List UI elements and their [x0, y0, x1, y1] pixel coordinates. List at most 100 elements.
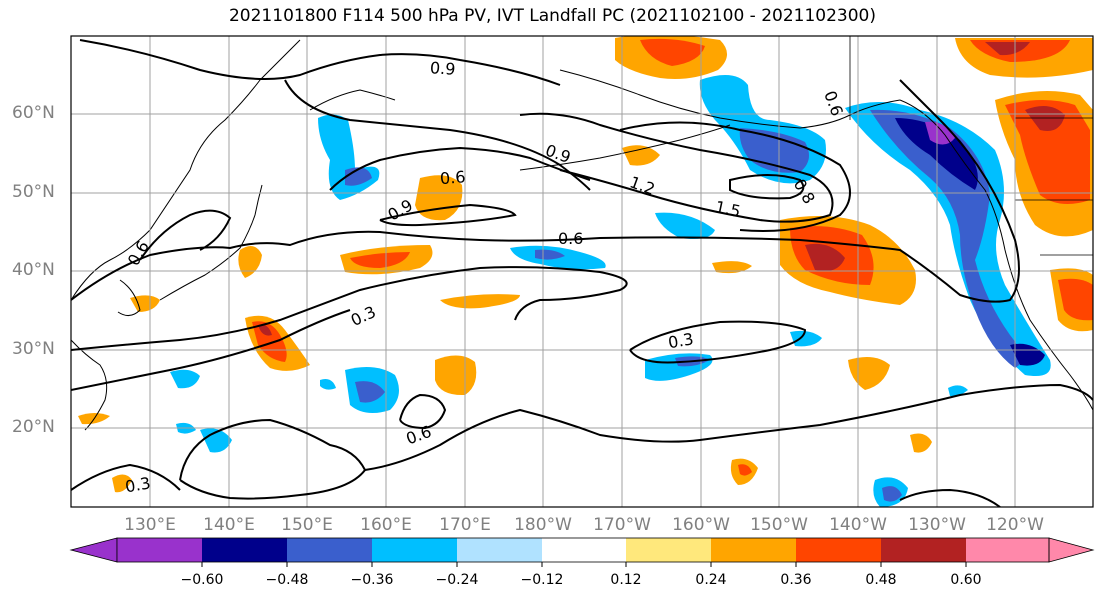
- contour-line: [71, 79, 1020, 303]
- lon-label: 150°E: [281, 515, 333, 535]
- colorbar-tick-label: −0.48: [265, 572, 309, 588]
- map-area: [71, 36, 1093, 507]
- colorbar-segment: [202, 538, 287, 562]
- shade-neg: [320, 379, 336, 390]
- colorbar-low-extend: [69, 537, 118, 563]
- shade-neg: [845, 101, 1051, 376]
- colorbar-segment: [881, 538, 966, 562]
- shade-pos: [415, 175, 463, 221]
- coastline-namerica: [899, 99, 1093, 411]
- shade-pos: [238, 246, 262, 278]
- shade-pos: [1058, 278, 1093, 321]
- contour-line: [629, 320, 807, 364]
- lat-label: 40°N: [12, 260, 55, 280]
- contour-line: [364, 383, 1093, 471]
- coastline-korea: [117, 279, 141, 316]
- lon-label: 130°E: [124, 515, 176, 535]
- lat-label: 60°N: [12, 103, 55, 123]
- coastline-china: [71, 339, 108, 431]
- shade-pos: [258, 324, 272, 336]
- lat-label: 50°N: [12, 182, 55, 202]
- colorbar-segment: [711, 538, 796, 562]
- contour-label: 0.3: [667, 329, 695, 352]
- colorbar-tick-label: −0.60: [180, 572, 224, 588]
- contour-line: [729, 174, 805, 200]
- shade-neg: [882, 486, 902, 502]
- colorbar-segment: [287, 538, 372, 562]
- contour-line: [519, 112, 834, 223]
- contour-label: 0.6: [558, 229, 583, 248]
- shade-pos: [805, 243, 845, 272]
- map-title: 2021101800 F114 500 hPa PV, IVT Landfall…: [228, 6, 876, 26]
- shade-neg: [790, 330, 822, 347]
- shade-pos: [112, 474, 132, 493]
- colorbar-tick-label: −0.36: [350, 572, 394, 588]
- shade-pos: [435, 355, 477, 396]
- colorbar-tick-label: −0.24: [435, 572, 479, 588]
- contour-line: [899, 488, 1001, 507]
- shade-pos: [640, 38, 705, 66]
- coastline-asia: [71, 39, 301, 301]
- gridlines: [71, 36, 1093, 507]
- colorbar-segment: [372, 538, 457, 562]
- shade-pos: [712, 261, 752, 274]
- colorbar: [69, 537, 1095, 567]
- colorbar-segment: [542, 538, 626, 562]
- shade-neg: [1010, 343, 1045, 366]
- contour-line: [71, 266, 628, 351]
- shade-pos: [1025, 106, 1065, 131]
- contour-label: 1.5: [713, 197, 742, 221]
- shade-neg: [355, 381, 385, 403]
- colorbar-segment: [117, 538, 202, 562]
- lon-label: 160°W: [672, 515, 730, 535]
- colorbar-tick-label: 0.48: [865, 572, 897, 588]
- shade-pos: [350, 252, 410, 268]
- colorbar-tick-label: −0.12: [520, 572, 564, 588]
- colorbar-segment: [966, 538, 1049, 562]
- shade-pos: [440, 294, 520, 309]
- shade-pos: [910, 433, 932, 453]
- shade-neg: [948, 385, 968, 397]
- shade-pos: [252, 321, 287, 362]
- lon-label: 160°E: [360, 515, 412, 535]
- shade-pos: [1005, 100, 1090, 204]
- shade-neg: [655, 212, 715, 239]
- contour-label: 0.3: [124, 473, 152, 496]
- lon-label: 130°W: [908, 515, 966, 535]
- colorbar-segment: [626, 538, 711, 562]
- contour-label: 0.6: [439, 167, 466, 188]
- colorbar-tick-label: 0.60: [950, 572, 982, 588]
- colorbar-segment: [796, 538, 881, 562]
- contour-line: [71, 309, 351, 391]
- contour-line: [399, 393, 447, 430]
- shade-neg: [895, 118, 978, 190]
- contour-line: [284, 79, 591, 191]
- lat-label: 20°N: [12, 417, 55, 437]
- contour-line: [71, 463, 181, 491]
- shade-pos: [622, 145, 660, 166]
- contour-line: [139, 209, 232, 261]
- contour-line: [179, 418, 367, 500]
- shade-pos: [738, 464, 752, 476]
- shade-neg: [170, 369, 200, 389]
- shade-pos: [130, 295, 160, 312]
- contour-line: [619, 121, 851, 232]
- colorbar-high-extend: [1048, 537, 1095, 563]
- lon-label: 140°E: [203, 515, 255, 535]
- coastline-japan: [159, 184, 263, 301]
- lon-label: 170°W: [593, 515, 651, 535]
- contour-line: [79, 39, 561, 86]
- lon-label: 150°W: [750, 515, 808, 535]
- colorbar-tick-label: 0.36: [780, 572, 812, 588]
- lon-label: 120°W: [986, 515, 1044, 535]
- pv-contours: [71, 39, 1093, 507]
- map-frame: [70, 35, 1094, 508]
- colorbar-segment: [457, 538, 542, 562]
- contour-line: [329, 146, 591, 191]
- colorbar-tick-label: 0.24: [695, 572, 727, 588]
- contour-line: [379, 203, 517, 227]
- lon-label: 140°W: [829, 515, 887, 535]
- lon-label: 170°E: [439, 515, 491, 535]
- lon-label: 180°W: [514, 515, 572, 535]
